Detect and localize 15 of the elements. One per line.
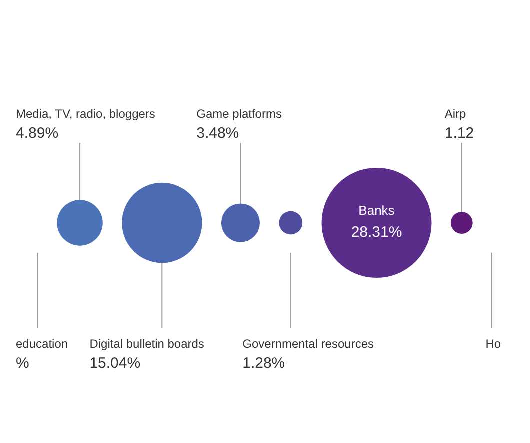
data-label: 1.28% xyxy=(242,355,286,372)
category-label: Governmental resources xyxy=(242,337,374,351)
data-label: 28.31% xyxy=(351,224,402,241)
data-label: 3.48% xyxy=(196,125,240,142)
category-label: Ho xyxy=(486,337,502,351)
data-label: 4.89% xyxy=(16,125,59,142)
category-label: Airp xyxy=(444,107,467,121)
data-label: 1.12 xyxy=(444,125,474,142)
category-label: Media, TV, radio, bloggers xyxy=(16,107,156,121)
data-label: % xyxy=(16,355,30,372)
category-label: Digital bulletin boards xyxy=(90,337,204,351)
category-label: Game platforms xyxy=(196,107,282,121)
category-label: education xyxy=(16,337,68,351)
category-label: Banks xyxy=(358,203,396,218)
data-label: 15.04% xyxy=(90,355,141,372)
